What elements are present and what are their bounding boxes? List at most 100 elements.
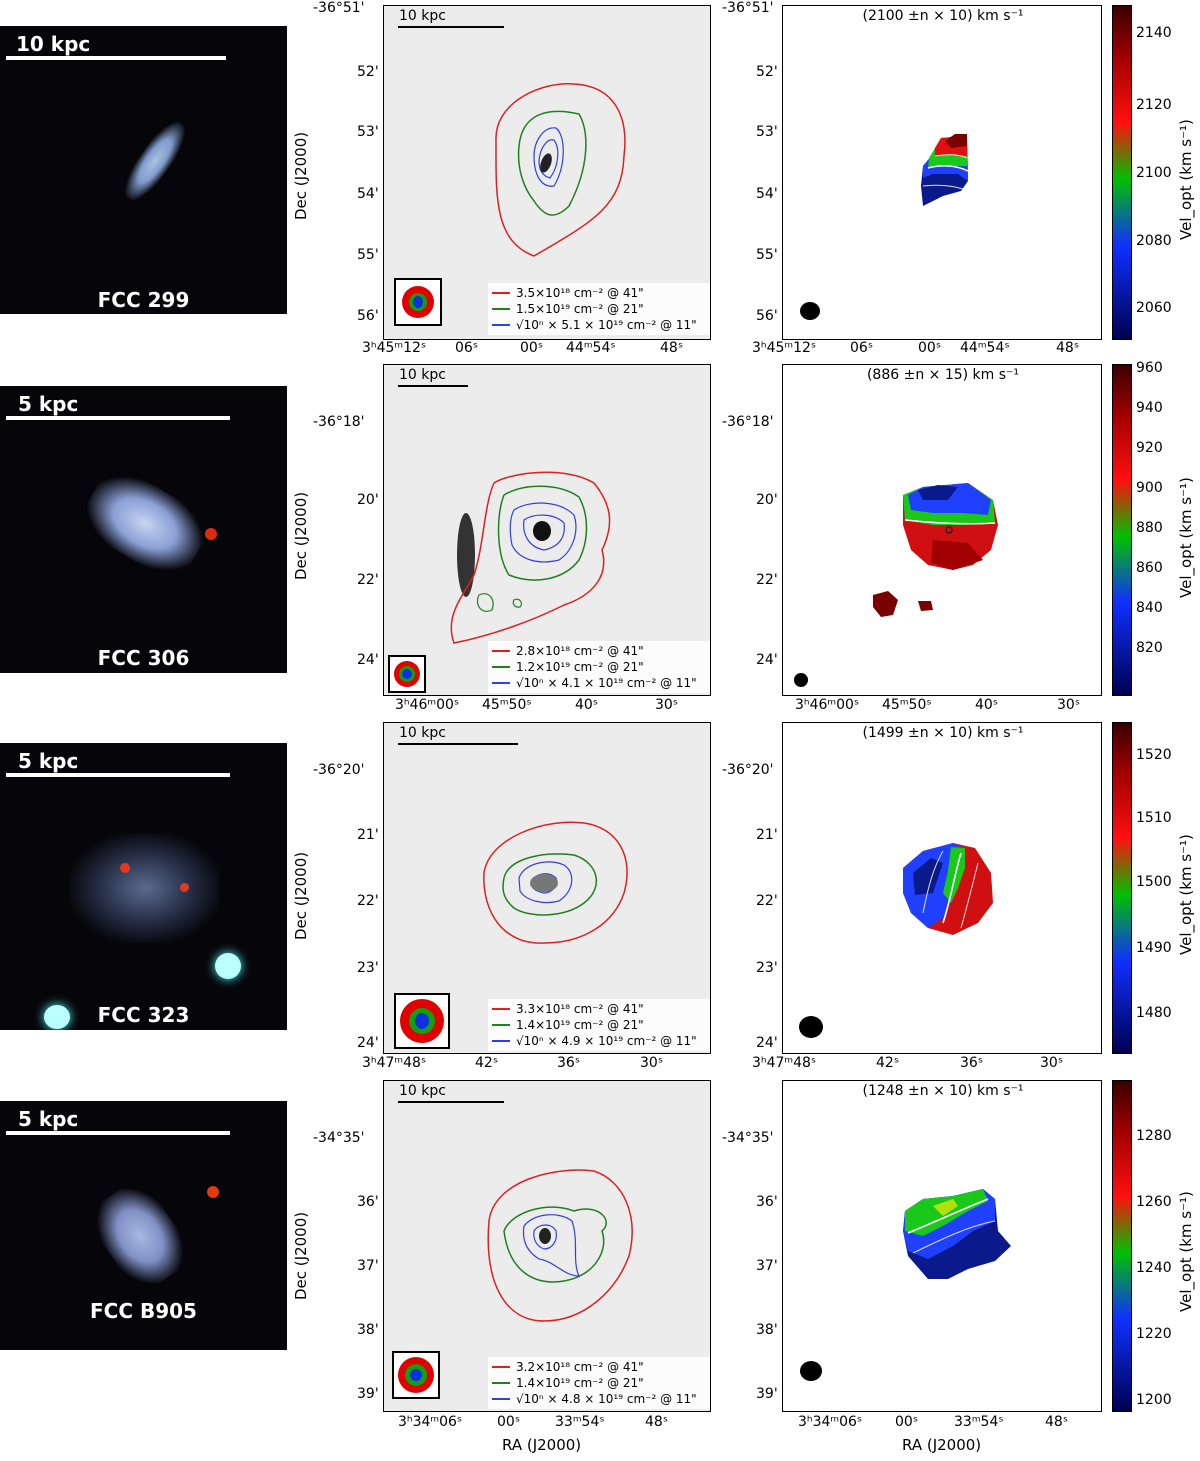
dec-tick: 22' [357,893,379,909]
dec-tick: 24' [357,1035,379,1051]
galaxy-image [116,115,194,207]
colorbar-label: Vel_opt (km s⁻¹) [1177,834,1195,955]
dec-tick: 52' [357,64,379,80]
ra-tick: 3ʰ47ᵐ48ˢ [752,1055,817,1071]
color-image-fcc323: 5 kpc FCC 323 [0,743,287,1030]
velocity-field [800,1189,1011,1381]
colorbar [1112,1080,1132,1412]
dec-tick: -36°18' [313,414,365,430]
scale-label: 5 kpc [18,392,79,416]
dec-tick: 21' [756,827,778,843]
ra-tick: 3ʰ34ᵐ06ˢ [398,1414,463,1430]
dec-tick: 22' [756,893,778,909]
dec-tick: 23' [756,960,778,976]
colorbar-tick: 1220 [1136,1326,1172,1342]
ra-tick: 40ˢ [975,697,999,713]
ra-tick: 3ʰ46ᵐ00ˢ [395,697,460,713]
contour-legend: 3.5×10¹⁸ cm⁻² @ 41" 1.5×10¹⁹ cm⁻² @ 21" … [488,283,710,335]
dec-tick: -36°20' [722,762,774,778]
colorbar-tick: 920 [1136,440,1163,456]
ra-tick: 45ᵐ50ˢ [482,697,532,713]
y-axis-label: Dec (J2000) [292,491,310,580]
hi-contours [450,471,611,644]
dec-tick: 36' [357,1194,379,1210]
galaxy-image [70,833,220,943]
colorbar-tick: 1500 [1136,874,1172,890]
ra-tick: 3ʰ45ᵐ12ˢ [362,340,427,356]
colorbar-tick: 840 [1136,600,1163,616]
dec-tick: -36°51' [722,0,774,16]
galaxy-name: FCC 299 [97,288,190,312]
dec-tick: -36°20' [313,762,365,778]
scale-label: 10 kpc [399,725,446,741]
ra-tick: 3ʰ34ᵐ06ˢ [798,1414,863,1430]
scale-label: 5 kpc [18,749,79,773]
scale-label: 10 kpc [16,32,91,56]
hi-map-fcc323: 10 kpc 3.3×10¹⁸ cm⁻² @ 41" 1.4×10¹⁹ cm⁻²… [383,722,711,1054]
ra-tick: 00ˢ [918,340,942,356]
hi-map-fcc299: 10 kpc 3.5×10¹⁸ cm⁻² @ 41" 1.5×10¹⁹ cm⁻²… [383,5,711,340]
colorbar [1112,364,1132,696]
ra-tick: 44ᵐ54ˢ [960,340,1010,356]
scale-label: 10 kpc [399,1083,446,1099]
dec-tick: 23' [357,960,379,976]
ra-tick: 42ˢ [475,1055,499,1071]
colorbar-tick: 1480 [1136,1005,1172,1021]
scale-label: 10 kpc [399,367,446,383]
colorbar-tick: 820 [1136,640,1163,656]
y-axis-label: Dec (J2000) [292,851,310,940]
colorbar-label: Vel_opt (km s⁻¹) [1177,477,1195,598]
scale-bar [6,773,230,777]
ra-tick: 48ˢ [660,340,684,356]
dec-tick: 39' [756,1386,778,1402]
color-image-fccb905: 5 kpc FCC B905 [0,1101,287,1350]
beam-icon [394,278,442,326]
velocity-title: (1248 ±n × 10) km s⁻¹ [862,1083,1024,1099]
dec-tick: 53' [756,124,778,140]
ra-tick: 36ˢ [557,1055,581,1071]
velocity-field [800,134,969,320]
velocity-map-fcc323: (1499 ±n × 10) km s⁻¹ [782,722,1102,1054]
scale-bar [398,743,518,745]
dec-tick: 20' [357,492,379,508]
colorbar-tick: 2080 [1136,233,1172,249]
dec-tick: 54' [357,186,379,202]
beam-icon [388,655,426,693]
galaxy-image [82,1174,198,1298]
colorbar-tick: 1520 [1136,747,1172,763]
dec-tick: 37' [756,1258,778,1274]
dec-tick: 37' [357,1258,379,1274]
hi-contours [495,82,626,257]
colorbar-tick: 1510 [1136,810,1172,826]
dec-tick: 52' [756,64,778,80]
y-axis-label: Dec (J2000) [292,1211,310,1300]
scale-bar [6,416,230,420]
x-axis-label: RA (J2000) [902,1436,982,1454]
colorbar-tick: 1260 [1136,1194,1172,1210]
ra-tick: 30ˢ [1057,697,1081,713]
colorbar-tick: 940 [1136,400,1163,416]
galaxy-name: FCC B905 [90,1299,197,1323]
scale-bar [398,26,504,28]
velocity-map-fccb905: (1248 ±n × 10) km s⁻¹ [782,1080,1102,1412]
colorbar-tick: 1240 [1136,1260,1172,1276]
ra-tick: 06ˢ [455,340,479,356]
contour-legend: 3.2×10¹⁸ cm⁻² @ 41" 1.4×10¹⁹ cm⁻² @ 21" … [488,1357,710,1409]
velocity-field [799,843,993,1038]
ra-tick: 30ˢ [1040,1055,1064,1071]
colorbar-tick: 2100 [1136,165,1172,181]
dec-tick: 56' [357,308,379,324]
velocity-map-fcc299: (2100 ±n × 10) km s⁻¹ [782,5,1102,340]
dec-tick: 21' [357,827,379,843]
dec-tick: 39' [357,1386,379,1402]
dec-tick: 36' [756,1194,778,1210]
dec-tick: 24' [756,1035,778,1051]
velocity-map-fcc306: (886 ±n × 15) km s⁻¹ [782,364,1102,696]
dec-tick: -34°35' [722,1130,774,1146]
colorbar-tick: 2140 [1136,25,1172,41]
contour-legend: 3.3×10¹⁸ cm⁻² @ 41" 1.4×10¹⁹ cm⁻² @ 21" … [488,999,710,1051]
colorbar-tick: 880 [1136,520,1163,536]
ra-tick: 40ˢ [575,697,599,713]
colorbar-tick: 2060 [1136,300,1172,316]
scale-bar [6,56,226,60]
